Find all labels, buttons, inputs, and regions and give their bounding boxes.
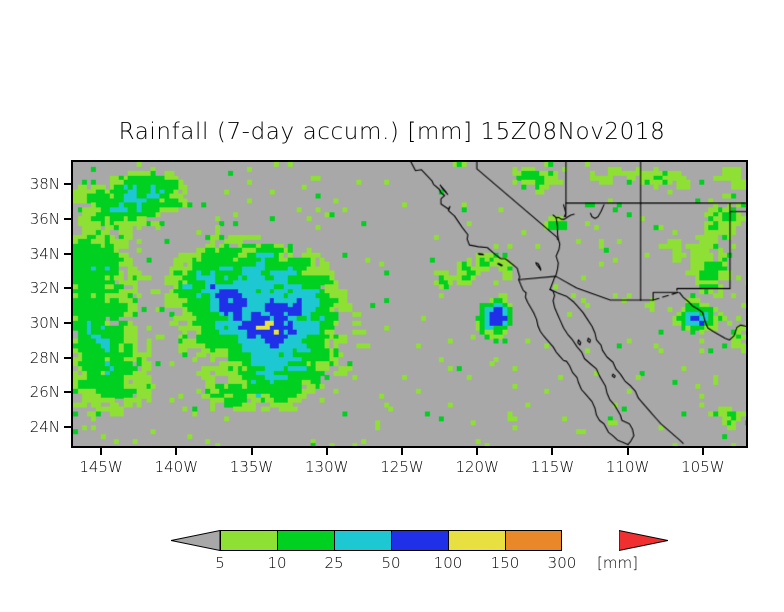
colorbar-bin	[220, 530, 277, 551]
x-axis-tick	[626, 448, 629, 455]
x-axis-tick	[250, 448, 253, 455]
colorbar-tick-label: 50	[381, 554, 401, 572]
coastline-border-overlay	[73, 162, 746, 446]
colorbar-tick-label: 100	[433, 554, 463, 572]
x-axis-tick-label: 135W	[229, 458, 274, 476]
x-axis-tick-label: 105W	[681, 458, 725, 476]
x-axis-tick	[175, 448, 178, 455]
y-axis-tick	[64, 287, 71, 290]
y-axis-tick	[64, 217, 71, 220]
x-axis-tick	[551, 448, 554, 455]
colorbar-over-arrow-icon	[619, 530, 668, 551]
colorbar-tick-label: 25	[324, 554, 344, 572]
x-axis-tick-label: 110W	[605, 458, 650, 476]
x-axis-tick-label: 125W	[380, 458, 424, 476]
colorbar-units-label: [mm]	[597, 554, 638, 572]
x-axis-tick-label: 115W	[530, 458, 575, 476]
colorbar: 5 10 25 50 100 150 300 [mm]	[0, 520, 784, 580]
x-axis-tick	[476, 448, 479, 455]
y-axis-tick-label: 36N	[29, 209, 60, 228]
y-axis-tick	[64, 426, 71, 429]
y-axis-tick-label: 24N	[29, 418, 60, 437]
colorbar-bin	[277, 530, 334, 551]
colorbar-tick-label: 300	[547, 554, 577, 572]
x-axis-tick	[100, 448, 103, 455]
x-axis-tick-label: 120W	[455, 458, 499, 476]
colorbar-tick-label: 10	[267, 554, 287, 572]
y-axis-tick-label: 32N	[29, 279, 60, 298]
y-axis-tick-label: 26N	[29, 383, 60, 402]
x-axis-tick-label: 130W	[305, 458, 349, 476]
y-axis-tick-label: 28N	[29, 348, 60, 367]
colorbar-under-arrow-icon	[171, 530, 220, 551]
x-axis-tick	[325, 448, 328, 455]
x-axis-tick	[701, 448, 704, 455]
colorbar-bin	[334, 530, 391, 551]
colorbar-tick-label: 5	[215, 554, 225, 572]
colorbar-bin	[505, 530, 562, 551]
colorbar-bins	[220, 530, 562, 551]
y-axis-tick	[64, 322, 71, 325]
y-axis-tick	[64, 391, 71, 394]
y-axis-tick-label: 34N	[29, 244, 60, 263]
x-axis-tick	[400, 448, 403, 455]
colorbar-tick-label: 150	[490, 554, 520, 572]
y-axis-tick	[64, 356, 71, 359]
y-axis-tick-label: 38N	[29, 175, 60, 194]
y-axis-tick	[64, 252, 71, 255]
x-axis-tick-label: 145W	[79, 458, 123, 476]
y-axis-tick	[64, 183, 71, 186]
colorbar-bin	[448, 530, 505, 551]
map-plot-frame	[71, 160, 748, 448]
colorbar-bin	[391, 530, 448, 551]
y-axis-tick-label: 30N	[29, 314, 60, 333]
chart-title: Rainfall (7-day accum.) [mm] 15Z08Nov201…	[118, 119, 666, 145]
x-axis-tick-label: 140W	[154, 458, 199, 476]
